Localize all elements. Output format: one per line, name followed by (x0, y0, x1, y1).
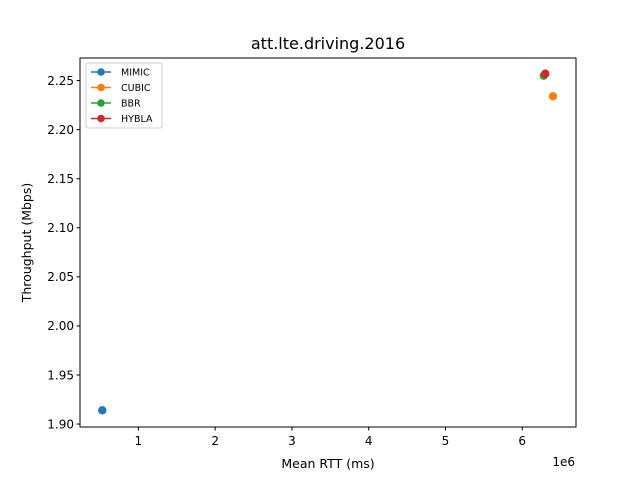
x-axis-label: Mean RTT (ms) (281, 456, 374, 471)
x-tick-label: 5 (442, 434, 450, 448)
y-tick-label: 1.95 (47, 368, 74, 382)
y-tick-label: 2.05 (47, 270, 74, 284)
x-tick-label: 1 (135, 434, 143, 448)
x-tick-label: 3 (288, 434, 296, 448)
legend-label-cubic: CUBIC (121, 83, 151, 94)
y-tick-label: 2.00 (47, 319, 74, 333)
legend-marker-bbr (97, 99, 105, 107)
y-tick-label: 2.10 (47, 221, 74, 235)
y-axis-ticks: 1.90 1.95 2.00 2.05 2.10 2.15 2.20 2.25 (47, 74, 80, 431)
data-point-mimic (98, 406, 107, 415)
legend-label-mimic: MIMIC (121, 68, 150, 79)
plot-frame (79, 57, 577, 428)
legend-marker-hybla (97, 114, 105, 123)
data-point-hybla (541, 69, 550, 78)
x-tick-label: 6 (518, 434, 526, 448)
legend-box (85, 62, 163, 129)
legend-marker-mimic (97, 68, 105, 76)
y-tick-label: 2.20 (47, 123, 74, 137)
x-tick-label: 2 (211, 434, 219, 448)
x-axis-offset-label: 1e6 (552, 455, 575, 469)
data-point-cubic (548, 92, 558, 101)
legend-label-hybla: HYBLA (121, 114, 153, 125)
chart-title: att.lte.driving.2016 (251, 34, 405, 53)
data-points (98, 69, 558, 415)
y-axis-label: Throughput (Mbps) (19, 183, 34, 304)
x-axis-ticks: 1 2 3 4 5 6 (135, 427, 526, 448)
y-tick-label: 1.90 (47, 417, 74, 431)
legend: MIMIC CUBIC BBR HYBLA (85, 62, 163, 129)
y-tick-label: 2.15 (47, 172, 74, 186)
y-tick-label: 2.25 (47, 74, 74, 88)
legend-label-bbr: BBR (121, 99, 141, 110)
legend-marker-cubic (97, 83, 105, 92)
x-tick-label: 4 (365, 434, 373, 448)
